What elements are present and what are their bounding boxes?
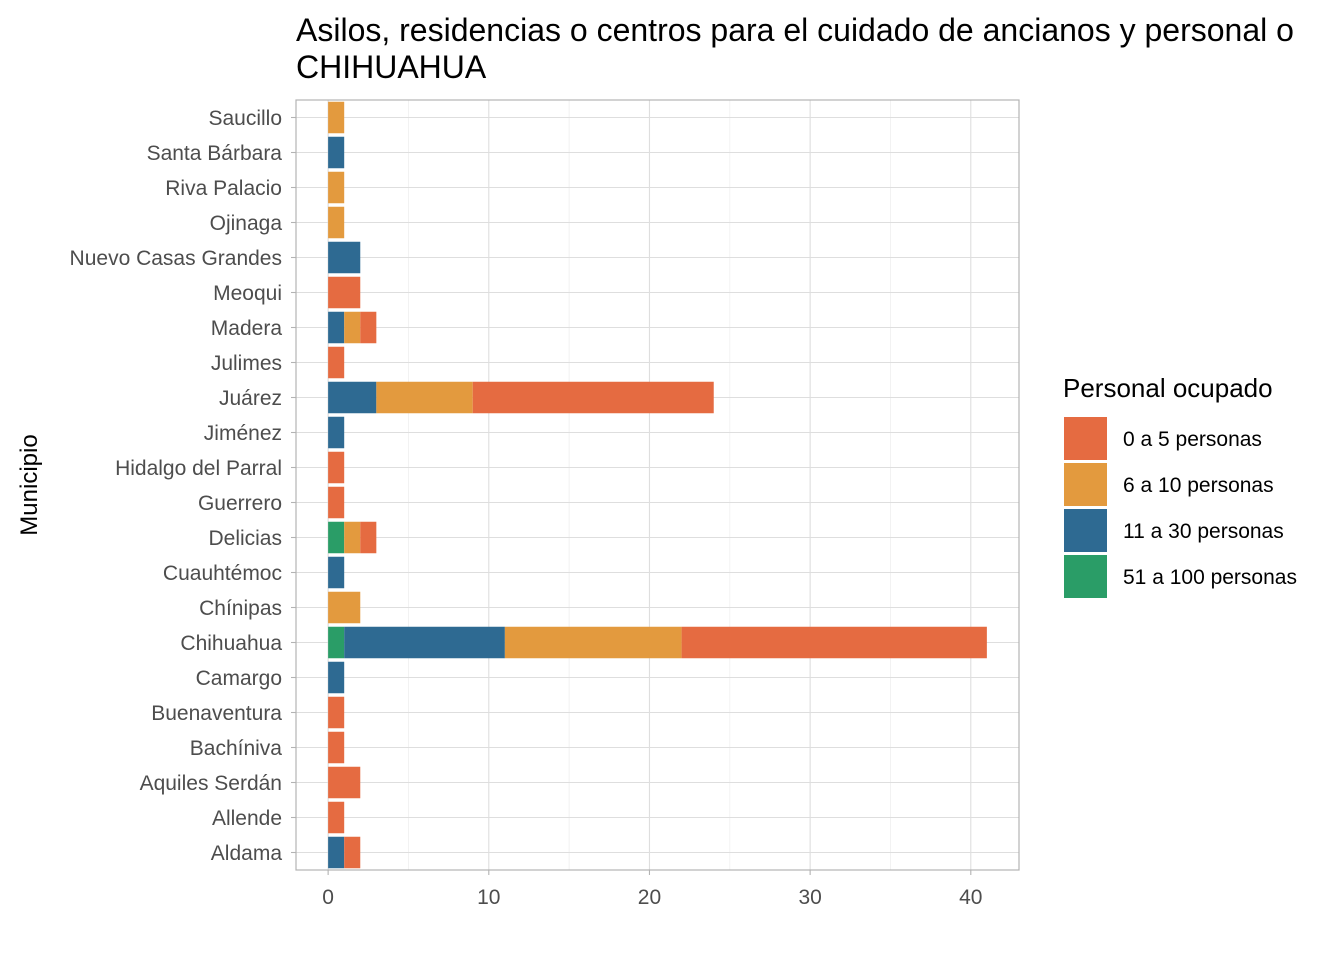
bar-segment — [328, 101, 345, 134]
plot-background — [296, 100, 1019, 870]
y-tick-label: Juárez — [219, 387, 282, 410]
bar-segment — [360, 521, 377, 554]
y-tick-label: Delicias — [208, 527, 282, 550]
bar-segment — [376, 381, 473, 414]
legend-label: 6 a 10 personas — [1123, 474, 1274, 497]
bar-segment — [344, 836, 361, 869]
y-tick-label: Bachíniva — [190, 737, 283, 760]
legend: Personal ocupado 0 a 5 personas 6 a 10 pe… — [1063, 373, 1297, 598]
y-tick-label: Ojinaga — [210, 212, 283, 235]
bar-segment — [328, 171, 345, 204]
bar-segment — [328, 661, 345, 694]
legend-swatch — [1064, 509, 1107, 552]
y-tick-label: Nuevo Casas Grandes — [70, 247, 282, 270]
x-tick-label: 30 — [798, 886, 821, 909]
bar-segment — [344, 626, 505, 659]
bar-segment — [328, 206, 345, 239]
bar-segment — [328, 346, 345, 379]
legend-title: Personal ocupado — [1063, 373, 1273, 403]
bar-segment — [328, 591, 361, 624]
bar-segment — [504, 626, 682, 659]
y-axis-title: Municipio — [16, 434, 43, 535]
bar-segment — [328, 276, 361, 309]
plot-border — [295, 99, 1020, 871]
bar-segment — [328, 311, 345, 344]
bars — [328, 101, 987, 869]
legend-swatch — [1064, 463, 1107, 506]
bar-segment — [328, 556, 345, 589]
chart-subtitle: CHIHUAHUA — [296, 49, 487, 85]
y-tick-label: Camargo — [196, 667, 282, 690]
y-tick-label: Riva Palacio — [165, 177, 282, 200]
y-axis: Saucillo Santa Bárbara Riva Palacio Ojinaga… — [70, 107, 296, 865]
y-tick-label: Hidalgo del Parral — [115, 457, 282, 480]
bar-segment — [472, 381, 714, 414]
y-tick-label: Guerrero — [198, 492, 282, 515]
chart-title: Asilos, residencias o centros para el cu… — [296, 12, 1294, 48]
bar-segment — [328, 696, 345, 729]
y-tick-label: Madera — [211, 317, 283, 340]
y-tick-label: Cuauhtémoc — [163, 562, 282, 585]
y-tick-label: Santa Bárbara — [147, 142, 283, 165]
y-tick-label: Buenaventura — [151, 702, 282, 725]
legend-swatch — [1064, 417, 1107, 460]
y-tick-label: Chínipas — [199, 597, 282, 620]
y-tick-label: Meoqui — [213, 282, 282, 305]
legend-label: 51 a 100 personas — [1123, 566, 1297, 589]
x-axis: 0 10 20 30 40 — [322, 870, 982, 909]
legend-swatch — [1064, 555, 1107, 598]
bar-segment — [328, 416, 345, 449]
x-tick-label: 20 — [638, 886, 661, 909]
y-tick-label: Aldama — [211, 842, 283, 865]
bar-segment — [681, 626, 987, 659]
legend-label: 11 a 30 personas — [1123, 520, 1284, 543]
y-tick-label: Julimes — [211, 352, 282, 375]
bar-segment — [328, 836, 345, 869]
y-tick-label: Saucillo — [208, 107, 282, 130]
x-tick-label: 0 — [322, 886, 334, 909]
y-tick-label: Allende — [212, 807, 282, 830]
bar-segment — [344, 311, 361, 344]
bar-segment — [328, 801, 345, 834]
bar-segment — [328, 486, 345, 519]
bar-segment — [328, 241, 361, 274]
bar-segment — [328, 626, 345, 659]
bar-segment — [360, 311, 377, 344]
bar-segment — [328, 381, 377, 414]
y-tick-label: Jiménez — [204, 422, 282, 445]
y-tick-label: Aquiles Serdán — [140, 772, 282, 795]
x-tick-label: 10 — [477, 886, 500, 909]
bar-segment — [328, 766, 361, 799]
y-tick-label: Chihuahua — [180, 632, 282, 655]
bar-segment — [328, 731, 345, 764]
bar-segment — [328, 136, 345, 169]
bar-segment — [344, 521, 361, 554]
bar-segment — [328, 451, 345, 484]
x-tick-label: 40 — [959, 886, 982, 909]
bar-segment — [328, 521, 345, 554]
legend-label: 0 a 5 personas — [1123, 428, 1262, 451]
